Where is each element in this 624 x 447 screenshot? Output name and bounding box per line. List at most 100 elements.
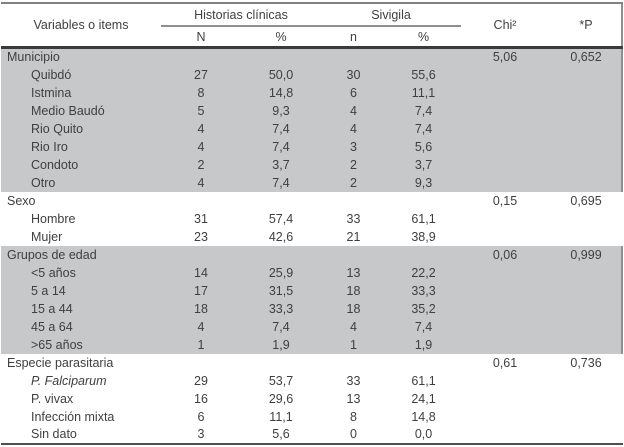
cell-historias-pct: 7,4 [241,317,321,336]
table-body: Municipio 5,06 0,652 Quibdó 27 50,0 30 55,6 Istm… [1,46,624,444]
row-label: <5 años [1,263,161,282]
empty-cell [461,317,550,336]
subheader-pct-historias: % [275,29,287,44]
cell-historias-pct: 14,8 [241,83,321,102]
cell-sivigila-pct: 55,6 [386,65,462,84]
cell-historias-N: 4 [161,173,241,192]
cell-sivigila-n: 18 [321,281,386,300]
cell-historias-N: 31 [194,211,208,226]
empty-cell [241,354,321,372]
empty-cell [549,228,623,246]
empty-cell [549,173,624,192]
empty-cell [461,390,549,408]
empty-cell [461,228,549,246]
empty-cell [549,299,624,318]
empty-cell [386,245,462,264]
cell-sivigila-n: 33 [346,373,361,388]
empty-cell [386,354,461,372]
row-label: 5 a 14 [1,281,161,300]
group-chi2-value: 0,61 [492,355,518,370]
empty-cell [549,372,623,390]
cell-sivigila-pct: 7,4 [386,101,462,120]
group-label: Sexo [7,193,36,208]
empty-cell [549,101,624,120]
cell-historias-N: 5 [161,101,241,120]
cell-historias-pct: 3,7 [241,155,321,174]
group-header-row: Especie parasitaria 0,61 0,736 [1,354,623,372]
empty-cell [549,155,624,174]
cell-sivigila-pct: 9,3 [386,173,462,192]
cell-sivigila-pct: 3,7 [386,155,462,174]
header-group-sivigila: Sivigila [321,3,462,27]
header-row-1: Variables o items Historias clínicas Siv… [1,3,623,32]
cell-historias-pct: 31,5 [241,281,321,300]
empty-cell [161,354,241,372]
cell-sivigila-pct: 24,1 [411,391,436,406]
data-row: 5 a 14 17 31,5 18 33,3 [1,281,624,300]
subheader-N: N [196,29,206,44]
cell-sivigila-n: 4 [321,119,386,138]
row-label: Rio Quito [1,119,161,138]
empty-cell [241,245,321,264]
empty-cell [241,192,321,210]
group-chi2-value: 0,06 [461,245,550,264]
group-chi2-value: 0,15 [492,193,518,208]
data-row: Quibdó 27 50,0 30 55,6 [1,65,624,84]
cell-sivigila-n: 1 [321,335,386,354]
data-row: Istmina 8 14,8 6 11,1 [1,83,624,102]
row-label: Hombre [31,211,76,226]
row-label: Condoto [1,155,161,174]
cell-sivigila-pct: 1,9 [386,335,462,354]
empty-cell [161,46,241,66]
cell-historias-N: 18 [161,299,241,318]
data-row: Medio Baudó 5 9,3 4 7,4 [1,101,624,120]
cell-historias-pct: 1,9 [241,335,321,354]
cell-sivigila-n: 0 [350,427,357,441]
cell-sivigila-pct: 61,1 [411,373,436,388]
empty-cell [549,390,623,408]
cell-sivigila-n: 2 [321,155,386,174]
data-row: <5 años 14 25,9 13 22,2 [1,263,624,282]
row-label: P. Falciparum [31,373,107,388]
group-label: Municipio [1,46,161,66]
cell-sivigila-n: 21 [346,229,361,244]
empty-cell [461,426,549,444]
cell-sivigila-pct: 0,0 [414,427,433,441]
empty-cell [321,354,386,372]
data-row: Infección mixta 6 11,1 8 14,8 [1,408,623,426]
group-p-value: 0,652 [549,46,624,66]
cell-historias-pct: 7,4 [241,137,321,156]
data-row: 15 a 44 18 33,3 18 35,2 [1,299,624,318]
data-row: P. vivax 16 29,6 13 24,1 [1,390,623,408]
empty-cell [549,335,624,354]
empty-cell [161,245,241,264]
cell-sivigila-n: 18 [321,299,386,318]
data-row: Mujer 23 42,6 21 38,9 [1,228,623,246]
data-row: Rio Iro 4 7,4 3 5,6 [1,137,624,156]
empty-cell [461,335,550,354]
cell-historias-N: 17 [161,281,241,300]
empty-cell [461,372,549,390]
cell-historias-pct: 29,6 [268,391,294,406]
group-header-row: Municipio 5,06 0,652 [1,46,624,66]
cell-historias-pct: 5,6 [272,427,290,441]
row-label: P. vivax [31,391,74,406]
cell-sivigila-pct: 14,8 [411,409,436,424]
empty-cell [549,83,624,102]
empty-cell [386,192,461,210]
row-label: Quibdó [1,65,161,84]
cell-sivigila-n: 2 [321,173,386,192]
empty-cell [461,408,549,426]
data-row: Hombre 31 57,4 33 61,1 [1,210,623,228]
group-label: Grupos de edad [1,245,161,264]
cell-historias-N: 29 [194,373,208,388]
group-p-value: 0,695 [570,193,602,208]
cell-sivigila-n: 4 [321,101,386,120]
data-row: Rio Quito 4 7,4 4 7,4 [1,119,624,138]
cell-historias-N: 3 [197,427,205,441]
cell-historias-pct: 9,3 [241,101,321,120]
group-header-row: Sexo 0,15 0,695 [1,192,623,210]
empty-cell [461,155,550,174]
